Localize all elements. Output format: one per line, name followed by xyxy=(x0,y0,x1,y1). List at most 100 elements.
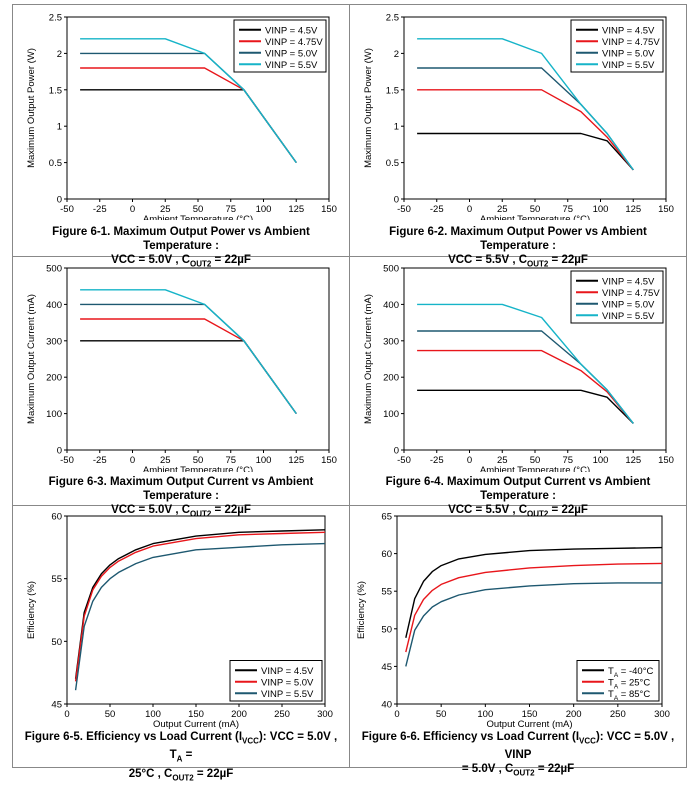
c3-xtick-label: 50 xyxy=(530,455,541,466)
c1-legend-label-3: VINP = 5.5V xyxy=(602,60,655,71)
c0-xtick-label: 75 xyxy=(225,204,236,215)
c1-xtick-label: 25 xyxy=(497,204,508,215)
c0-series-line-1 xyxy=(80,67,297,164)
c4-y-axis-label: Efficiency (%) xyxy=(26,581,37,639)
c0-xtick-label: 100 xyxy=(256,204,272,215)
c3-series-line-2 xyxy=(417,330,634,424)
c0-x-axis-label: Ambient Temperature (°C) xyxy=(143,214,253,220)
figure-6-4-caption-line2: VCC = 5.5V , COUT2 = 22µF xyxy=(448,504,588,519)
c4-xtick-label: 300 xyxy=(317,709,333,720)
grid-border-left xyxy=(12,4,13,768)
figure-6-5-caption: Figure 6-5. Efficiency vs Load Current (… xyxy=(17,730,345,785)
c2-ytick-label: 500 xyxy=(46,264,62,275)
c4-ytick-label: 60 xyxy=(51,512,62,523)
c2-xtick-label: 100 xyxy=(256,455,272,466)
grid-divider-row2 xyxy=(12,505,687,506)
c4-xtick-label: 250 xyxy=(274,709,290,720)
c5-xtick-label: 150 xyxy=(522,709,538,720)
c5-series-line-0 xyxy=(405,546,663,638)
c5-legend-label-0: TA = -40°C xyxy=(608,666,654,679)
c3-xtick-label: -25 xyxy=(430,455,444,466)
c5-ytick-label: 55 xyxy=(381,587,392,598)
figure-6-3-cell: 0 100 200 300 400 500 -50 -25 0 25 50 75 100 125 150 Am… xyxy=(13,257,349,519)
figure-6-6-cell: 40 45 50 55 60 65 0 50 100 150 200 250 300 Output Cur… xyxy=(350,506,686,778)
c5-y-axis-label: Efficiency (%) xyxy=(356,581,367,639)
c0-xtick-label: -50 xyxy=(60,204,74,215)
c1-ytick-label: 1 xyxy=(394,122,399,133)
c1-xtick-label: -25 xyxy=(430,204,444,215)
figure-6-3-caption: Figure 6-3. Maximum Output Current vs Am… xyxy=(17,475,345,521)
c1-y-axis-label: Maximum Output Power (W) xyxy=(363,48,374,168)
c5-ytick-label: 65 xyxy=(381,512,392,523)
c1-legend-label-2: VINP = 5.0V xyxy=(602,48,655,59)
c4-xtick-label: 50 xyxy=(105,709,116,720)
c1-xtick-label: 150 xyxy=(658,204,674,215)
c0-ytick-label: 0.5 xyxy=(49,158,62,169)
c1-xtick-label: 125 xyxy=(625,204,641,215)
c0-ytick-label: 1.5 xyxy=(49,85,62,96)
figure-6-2-caption-line2: VCC = 5.5V , COUT2 = 22µF xyxy=(448,254,588,269)
c1-legend-label-0: VINP = 4.5V xyxy=(602,25,655,36)
c1-series-line-2 xyxy=(417,67,634,171)
c5-series-line-2 xyxy=(405,582,662,667)
c3-ytick-label: 500 xyxy=(383,264,399,275)
c2-xtick-label: -50 xyxy=(60,455,74,466)
figure-6-1-chart: 0 0.5 1 1.5 2 2.5 -50 -25 0 25 50 75 100 125 150 Ambien… xyxy=(26,13,337,221)
c1-ytick-label: 0 xyxy=(394,195,399,206)
c4-x-axis-label: Output Current (mA) xyxy=(153,719,239,730)
figure-6-5-caption-line2: 25°C , COUT2 = 22µF xyxy=(128,767,234,782)
figure-6-3-caption-line2: VCC = 5.0V , COUT2 = 22µF xyxy=(111,504,251,519)
c2-series-line-3 xyxy=(80,289,297,415)
c0-xtick-label: 125 xyxy=(288,204,304,215)
c1-ytick-label: 2 xyxy=(394,49,399,60)
figure-6-4-caption: Figure 6-4. Maximum Output Current vs Am… xyxy=(354,475,682,521)
c5-xtick-label: 250 xyxy=(610,709,626,720)
c3-legend-label-0: VINP = 4.5V xyxy=(602,276,655,287)
c2-xtick-label: 50 xyxy=(193,455,204,466)
figure-6-5-cell: 45 50 55 60 0 50 100 150 200 250 300 Output Current… xyxy=(13,506,349,782)
c5-ytick-label: 50 xyxy=(381,624,392,635)
c1-xtick-label: 75 xyxy=(562,204,573,215)
c2-y-axis-label: Maximum Output Current (mA) xyxy=(26,294,37,424)
c0-legend-label-1: VINP = 4.75V xyxy=(265,37,323,48)
c1-ytick-label: 0.5 xyxy=(386,158,399,169)
c2-xtick-label: 150 xyxy=(321,455,337,466)
c3-legend-label-1: VINP = 4.75V xyxy=(602,288,660,299)
c4-xtick-label: 150 xyxy=(188,709,204,720)
c4-series-line-0 xyxy=(74,529,326,679)
c2-xtick-label: 25 xyxy=(160,455,171,466)
figure-6-1-caption-line2: VCC = 5.0V , COUT2 = 22µF xyxy=(111,254,251,269)
c0-legend-label-0: VINP = 4.5V xyxy=(265,25,318,36)
c1-series-line-1 xyxy=(417,89,634,171)
figure-6-4-chart: 0 100 200 300 400 500 -50 -25 0 25 50 75 100 125 150 Am… xyxy=(363,264,674,473)
c1-xtick-label: 0 xyxy=(467,204,472,215)
c3-ytick-label: 200 xyxy=(383,373,399,384)
c3-legend-label-2: VINP = 5.0V xyxy=(602,299,655,310)
c1-series-line-0 xyxy=(417,132,634,171)
figure-6-1-caption: Figure 6-1. Maximum Output Power vs Ambi… xyxy=(17,225,345,271)
c1-legend-label-1: VINP = 4.75V xyxy=(602,37,660,48)
figure-6-1-caption-line1: Figure 6-1. Maximum Output Power vs Ambi… xyxy=(52,226,310,252)
c0-legend-label-3: VINP = 5.5V xyxy=(265,60,318,71)
grid-divider-vertical xyxy=(349,4,350,768)
c4-legend-label-0: VINP = 4.5V xyxy=(261,666,314,677)
c5-legend: TA = -40°CTA = 25°CTA = 85°C xyxy=(576,660,660,702)
c2-ytick-label: 300 xyxy=(46,336,62,347)
figure-6-1-cell: 0 0.5 1 1.5 2 2.5 -50 -25 0 25 50 75 100 125 150 Ambien… xyxy=(13,5,349,269)
c2-xtick-label: 0 xyxy=(130,455,135,466)
c5-xtick-label: 200 xyxy=(566,709,582,720)
c3-xtick-label: 25 xyxy=(497,455,508,466)
c4-ytick-label: 45 xyxy=(51,700,62,711)
c2-ytick-label: 100 xyxy=(46,409,62,420)
c3-xtick-label: 125 xyxy=(625,455,641,466)
c0-y-axis-label: Maximum Output Power (W) xyxy=(26,48,37,168)
figure-6-2-chart: 0 0.5 1 1.5 2 2.5 -50 -25 0 25 50 75 100 125 150 Ambien… xyxy=(363,13,674,221)
c2-series-line-1 xyxy=(80,318,297,415)
c5-xtick-label: 0 xyxy=(394,709,399,720)
c3-ytick-label: 0 xyxy=(394,446,399,457)
c4-ytick-label: 55 xyxy=(51,574,62,585)
c5-xtick-label: 300 xyxy=(654,709,670,720)
c2-xtick-label: -25 xyxy=(93,455,107,466)
figure-6-6-caption: Figure 6-6. Efficiency vs Load Current (… xyxy=(354,730,682,781)
